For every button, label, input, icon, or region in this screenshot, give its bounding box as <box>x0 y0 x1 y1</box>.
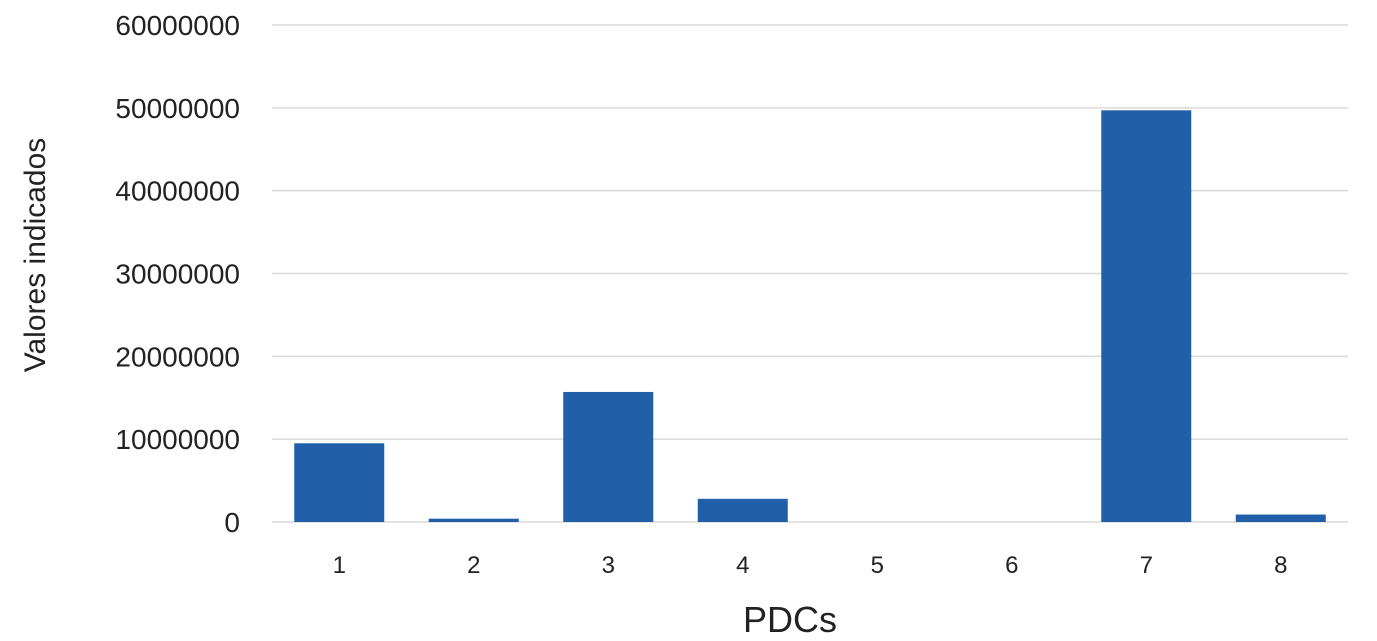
y-axis-title: Valores indicados <box>19 138 52 373</box>
y-tick-label: 60000000 <box>115 10 240 41</box>
bars <box>294 110 1326 523</box>
bar-8 <box>1235 514 1326 522</box>
x-tick-label: 6 <box>1005 552 1018 579</box>
x-tick-labels: 1 2 3 4 5 6 7 8 <box>333 552 1288 579</box>
bar-4 <box>697 498 788 522</box>
bar-3 <box>563 391 654 522</box>
x-tick-label: 5 <box>871 552 884 579</box>
x-tick-label: 7 <box>1140 552 1153 579</box>
y-tick-label: 50000000 <box>115 93 240 124</box>
y-tick-label: 0 <box>224 507 240 538</box>
x-tick-label: 3 <box>602 552 615 579</box>
y-tick-label: 10000000 <box>115 424 240 455</box>
bar-7 <box>1101 110 1192 523</box>
x-tick-label: 1 <box>333 552 346 579</box>
x-tick-label: 8 <box>1274 552 1287 579</box>
x-axis-title: PDCs <box>743 599 837 640</box>
x-tick-label: 4 <box>736 552 749 579</box>
bar-1 <box>294 443 385 522</box>
y-tick-labels: 0 10000000 20000000 30000000 40000000 5000000… <box>115 10 240 538</box>
y-tick-label: 40000000 <box>115 176 240 207</box>
bar-2 <box>428 518 519 522</box>
y-tick-label: 30000000 <box>115 259 240 290</box>
x-tick-label: 2 <box>467 552 480 579</box>
gridlines <box>272 24 1348 523</box>
y-tick-label: 20000000 <box>115 341 240 372</box>
